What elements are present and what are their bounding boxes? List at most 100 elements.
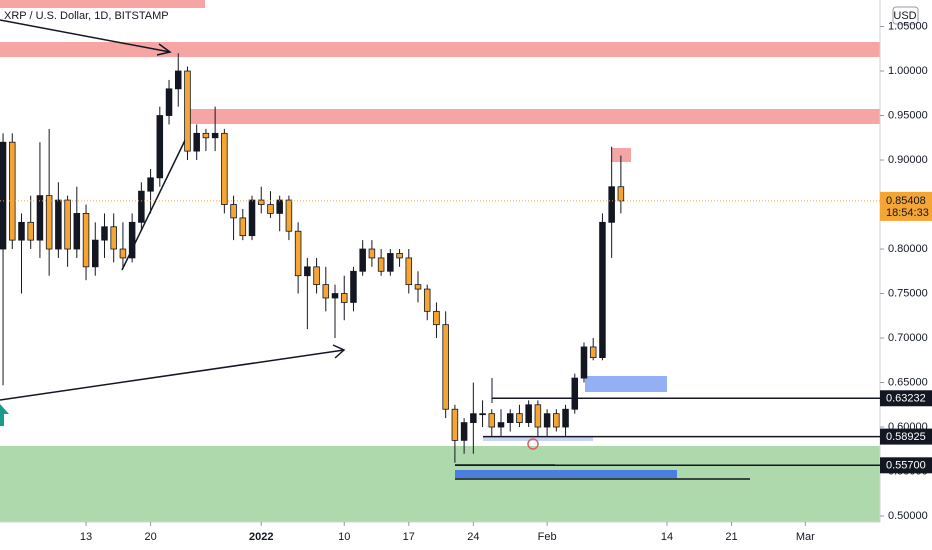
candle-body [45, 195, 53, 250]
x-tick-label: 10 [338, 531, 350, 543]
candle-body [101, 226, 108, 241]
y-tick-label: 0.80000 [888, 243, 928, 255]
candle-body [313, 266, 320, 286]
candle-body [18, 221, 25, 241]
candle-body [414, 284, 422, 290]
candle-body [331, 293, 339, 299]
candle-body [589, 346, 597, 359]
candle-body [156, 115, 164, 179]
last-price-label: 0.85408 [886, 195, 926, 207]
level-label-box [880, 428, 932, 445]
candle-body [433, 310, 440, 326]
marker-circle [527, 438, 539, 450]
candle-body [119, 248, 127, 259]
candle-body [36, 195, 44, 241]
candles [0, 53, 625, 463]
y-tick-label: 0.95000 [888, 109, 928, 121]
candle-body [55, 199, 62, 250]
candle-body [368, 248, 376, 259]
candle-body [460, 422, 468, 441]
demand-box [483, 437, 593, 441]
candle-body [276, 199, 283, 214]
candle-body [82, 213, 90, 268]
candle-body [193, 132, 200, 152]
candle-body [267, 204, 274, 214]
arrow-line [0, 19, 171, 53]
level-label-box [880, 457, 932, 474]
currency-box [892, 6, 919, 25]
x-tick-label: 17 [403, 531, 415, 543]
candle-body [230, 204, 237, 219]
candle-body [239, 217, 247, 237]
candle-body [488, 413, 496, 428]
arrow-line [0, 349, 345, 401]
y-tick-label: 1.05000 [888, 20, 928, 32]
candle-body [553, 413, 560, 428]
candle-body [294, 230, 302, 277]
y-tick-label: 0.90000 [888, 154, 928, 166]
candle-body [580, 346, 588, 379]
arrow-head [156, 43, 172, 56]
level-label-box [880, 390, 932, 407]
x-tick-label: Mar [796, 531, 815, 543]
candle-body [599, 221, 606, 359]
candle-body [516, 413, 523, 423]
candle-body [562, 408, 569, 428]
candle-body [340, 293, 348, 303]
candle-body [184, 70, 191, 152]
candle-body [525, 404, 532, 423]
candle-body [322, 284, 330, 299]
x-tick-label: 13 [80, 531, 92, 543]
x-tick-label: 20 [144, 531, 156, 543]
x-tick-label: 24 [467, 531, 479, 543]
candle-body [128, 221, 136, 259]
support-zone [0, 446, 880, 522]
y-tick-label: 0.50000 [888, 510, 928, 522]
candle-body [387, 253, 394, 272]
candle-body [479, 413, 486, 416]
level-label: 0.55700 [886, 460, 926, 472]
candle-body [405, 257, 413, 286]
candle-body [27, 221, 34, 241]
currency-label: USD [893, 10, 916, 22]
candle-body [423, 288, 431, 312]
candle-body [377, 257, 385, 272]
candle-body [396, 253, 403, 259]
candle-body [506, 413, 514, 423]
x-tick-label: 2022 [249, 531, 273, 543]
up-arrow-icon [0, 404, 9, 426]
candle-body [91, 239, 99, 268]
level-label: 0.58925 [886, 431, 926, 443]
x-tick-label: Feb [538, 531, 557, 543]
candle-body [497, 422, 505, 428]
candle-body [110, 226, 117, 250]
chart-title: XRP / U.S. Dollar, 1D, BITSTAMP [4, 10, 169, 22]
y-tick-label: 1.00000 [888, 65, 928, 77]
y-tick-label: 0.65000 [888, 376, 928, 388]
candle-body [350, 270, 357, 303]
level-label: 0.63232 [886, 393, 926, 405]
candle-body [9, 141, 16, 241]
candle-body [442, 324, 449, 410]
candle-body [359, 248, 366, 272]
candle-body [64, 199, 71, 250]
y-tick-label: 0.70000 [888, 332, 928, 344]
arrow-head [332, 344, 346, 359]
candle-body [202, 132, 210, 139]
candle-body [73, 213, 81, 250]
candle-body [451, 408, 459, 441]
resistance-zone [190, 109, 880, 124]
candle-body [543, 413, 551, 428]
candle-body [248, 199, 256, 237]
candle-body [0, 141, 7, 250]
candle-body [617, 186, 625, 202]
demand-box [585, 376, 667, 392]
last-price-box [880, 191, 932, 221]
demand-box [455, 470, 677, 478]
candle-body [285, 199, 293, 232]
drawings [0, 0, 880, 522]
candle-body [211, 132, 219, 139]
candle-body [257, 199, 265, 205]
